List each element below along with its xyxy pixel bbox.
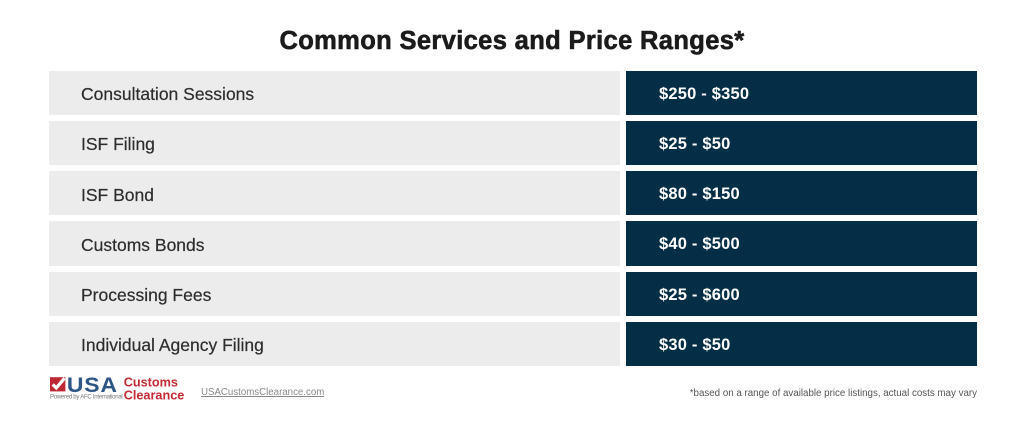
svg-text:Customs: Customs — [124, 376, 178, 390]
svg-text:Powered by AFC International: Powered by AFC International — [50, 394, 123, 400]
svg-text:Clearance: Clearance — [124, 389, 185, 403]
svg-text:USA: USA — [67, 375, 118, 397]
